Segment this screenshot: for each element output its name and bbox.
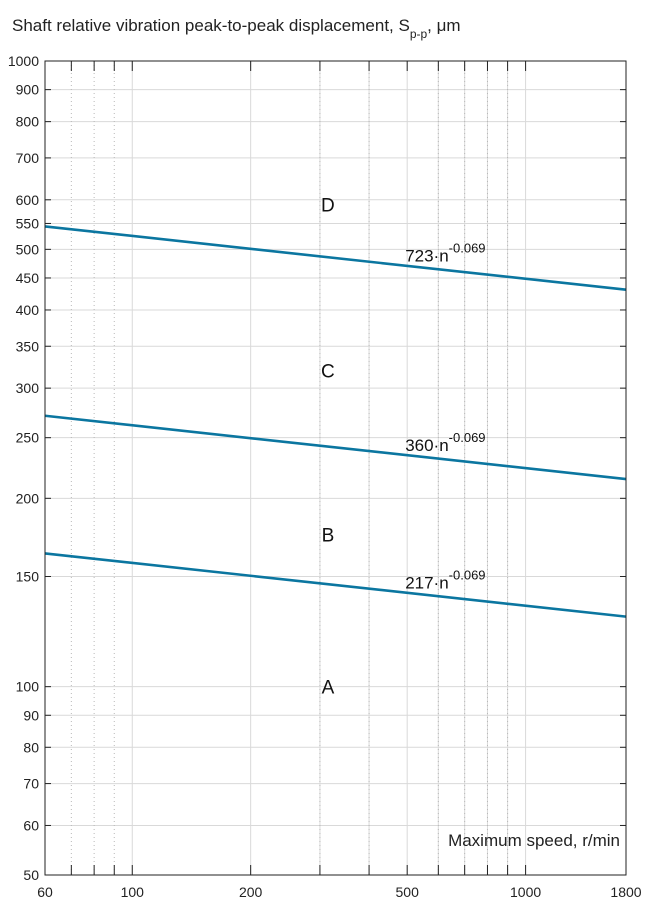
y-tick-label: 450	[16, 270, 40, 286]
y-tick-label: 550	[16, 215, 40, 231]
series-line	[44, 414, 627, 481]
y-tick-label: 350	[16, 338, 40, 354]
y-tick-label: 1000	[8, 53, 39, 69]
y-tick-label: 800	[16, 114, 40, 130]
formula-exponent: -0.069	[449, 241, 486, 256]
series-layer	[44, 225, 627, 618]
x-tick-label: 60	[37, 884, 53, 900]
x-tick-label: 1000	[510, 884, 541, 900]
formula-base: 360·n	[405, 436, 448, 455]
series-line	[44, 225, 627, 291]
x-tick-label: 100	[121, 884, 145, 900]
zone-label-b: B	[322, 526, 335, 547]
grid-layer	[45, 60, 626, 876]
x-tick-label: 200	[239, 884, 263, 900]
series-formula-label: 723·n-0.069	[405, 241, 485, 266]
y-tick-label: 50	[23, 867, 39, 883]
y-tick-label: 700	[16, 150, 40, 166]
y-tick-label: 150	[16, 568, 40, 584]
y-tick-label: 400	[16, 302, 40, 318]
y-tick-label: 600	[16, 192, 40, 208]
chart-title: Shaft relative vibration peak-to-peak di…	[12, 16, 461, 41]
chart-title-subscript: p-p	[410, 27, 428, 41]
zone-label-c: C	[321, 362, 335, 383]
y-tick-label: 900	[16, 82, 40, 98]
formula-base: 217·n	[405, 574, 448, 593]
formula-base: 723·n	[405, 247, 448, 266]
y-tick-label: 200	[16, 490, 40, 506]
chart-title-unit: , μm	[427, 16, 460, 35]
series-formula-label: 360·n-0.069	[405, 430, 485, 455]
formula-exponent: -0.069	[449, 568, 486, 583]
y-tick-label: 250	[16, 430, 40, 446]
series-formula-label: 217·n-0.069	[405, 568, 485, 593]
plot-frame	[44, 60, 627, 876]
x-tick-label: 1800	[610, 884, 641, 900]
y-tick-label: 90	[23, 707, 39, 723]
x-tick-label: 500	[396, 884, 420, 900]
y-tick-label: 500	[16, 241, 40, 257]
chart-title-main: Shaft relative vibration peak-to-peak di…	[12, 16, 410, 35]
y-tick-label: 70	[23, 776, 39, 792]
zone-label-a: A	[322, 678, 335, 699]
tick-layer: 5060708090100150200250300350400450500550…	[8, 53, 642, 900]
y-tick-label: 100	[16, 679, 40, 695]
y-tick-label: 300	[16, 380, 40, 396]
x-axis-label: Maximum speed, r/min	[448, 831, 620, 850]
y-tick-label: 80	[23, 739, 39, 755]
y-tick-label: 60	[23, 817, 39, 833]
formula-exponent: -0.069	[449, 430, 486, 445]
series-line	[44, 552, 627, 618]
zone-label-d: D	[321, 195, 335, 216]
